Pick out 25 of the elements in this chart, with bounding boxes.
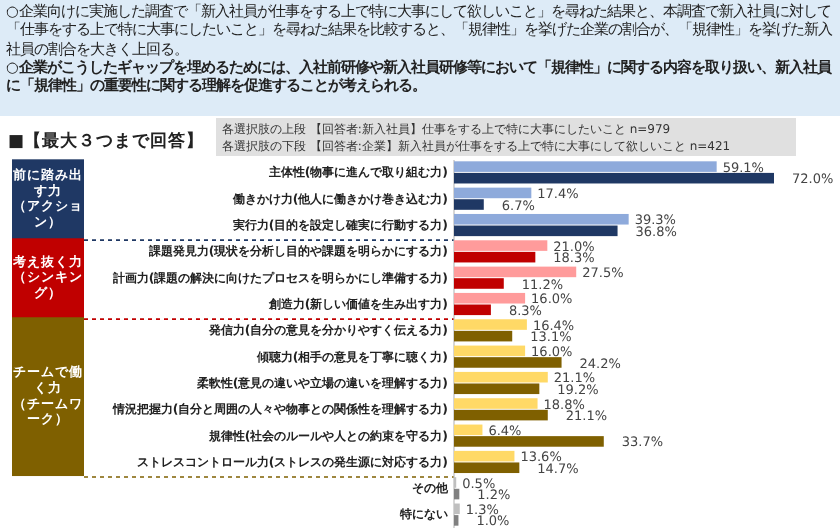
bar (454, 266, 577, 278)
bar (454, 345, 526, 357)
bar (454, 240, 548, 251)
bar (454, 398, 538, 409)
bar (454, 409, 548, 421)
bar (454, 450, 515, 462)
bar (454, 436, 604, 447)
bar (454, 383, 540, 395)
bar (454, 319, 527, 330)
bar (454, 371, 548, 383)
bar (454, 213, 629, 225)
bar (454, 424, 483, 436)
bar (454, 278, 504, 289)
bar (454, 187, 532, 199)
bar (454, 251, 536, 263)
bar (454, 330, 513, 342)
bar (454, 225, 618, 237)
bar (454, 304, 491, 316)
text: ■【最大３つまで回答】 (8, 130, 205, 152)
bar (454, 292, 526, 304)
bar (454, 199, 484, 210)
bar (454, 462, 520, 474)
bar (454, 172, 774, 184)
bar (454, 161, 717, 172)
bar (454, 357, 562, 368)
